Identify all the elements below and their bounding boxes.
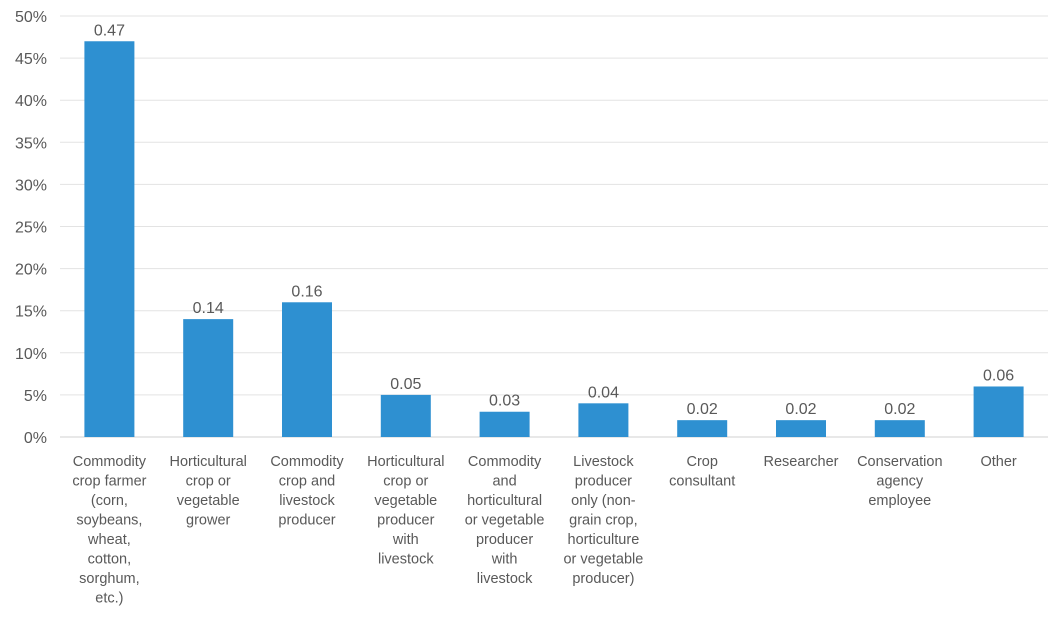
category-label-line: cotton,	[88, 552, 132, 568]
bar	[479, 411, 530, 437]
y-tick-label: 20%	[15, 262, 47, 279]
category-label: Conservation agency employee	[857, 454, 942, 509]
category-label-line: producer	[278, 513, 335, 529]
category-label-line: livestock	[477, 571, 533, 587]
category-label-line: livestock	[279, 493, 335, 509]
bar	[578, 403, 629, 437]
category-label-line: or vegetable	[563, 552, 643, 568]
category-label-line: Commodity	[270, 454, 344, 470]
category-label-line: producer	[377, 513, 434, 529]
category-label-line: agency	[876, 474, 924, 490]
category-label-line: Commodity	[73, 454, 147, 470]
category-label-line: horticulture	[568, 532, 640, 548]
category-label-line: Conservation	[857, 454, 942, 470]
category-label-line: crop or	[383, 474, 428, 490]
y-tick-label: 0%	[24, 430, 47, 447]
bars	[84, 41, 1024, 437]
category-label-line: employee	[868, 493, 931, 509]
data-label: 0.04	[588, 384, 619, 401]
data-label: 0.06	[983, 367, 1014, 384]
category-label-line: crop or	[186, 474, 231, 490]
data-label: 0.03	[489, 393, 520, 410]
bar	[874, 420, 925, 437]
category-label-line: vegetable	[177, 493, 240, 509]
category-label-line: (corn,	[91, 493, 128, 509]
x-axis-category-labels: Commodity crop farmer (corn, soybeans, wheat…	[72, 454, 1017, 607]
data-label: 0.47	[94, 22, 125, 39]
category-label-line: producer	[575, 474, 632, 490]
category-label-line: grower	[186, 513, 230, 529]
category-label: Researcher	[764, 454, 839, 470]
category-label-line: vegetable	[374, 493, 437, 509]
category-label-line: crop farmer	[72, 474, 146, 490]
bar	[380, 394, 431, 437]
category-label-line: producer)	[572, 571, 634, 587]
category-label-line: livestock	[378, 552, 434, 568]
category-label-line: soybeans,	[76, 513, 142, 529]
y-tick-label: 25%	[15, 220, 47, 237]
category-label: Other	[980, 454, 1016, 470]
data-labels: 0.47 0.14 0.16 0.05 0.03 0.04 0.02 0.02 0.02 0.06	[94, 22, 1014, 418]
data-label: 0.02	[687, 401, 718, 418]
category-label-line: only (non-	[571, 493, 636, 509]
y-tick-label: 50%	[15, 9, 47, 26]
category-label: Commodity crop farmer (corn, soybeans, wheat…	[72, 454, 146, 607]
category-label-line: Livestock	[573, 454, 634, 470]
category-label-line: wheat,	[87, 532, 131, 548]
category-label-line: grain crop,	[569, 513, 638, 529]
category-label-line: Other	[980, 454, 1016, 470]
category-label-line: Crop	[686, 454, 717, 470]
category-label-line: etc.)	[95, 591, 123, 607]
category-label-line: horticultural	[467, 493, 542, 509]
category-label-line: consultant	[669, 474, 735, 490]
y-tick-label: 5%	[24, 388, 47, 405]
bar	[973, 386, 1024, 437]
category-label-line: or vegetable	[465, 513, 545, 529]
bar	[282, 302, 332, 437]
y-tick-label: 10%	[15, 346, 47, 363]
category-label-line: crop and	[279, 474, 335, 490]
category-label: Horticultural crop or vegetable producer wit…	[367, 454, 444, 568]
data-label: 0.05	[390, 376, 421, 393]
y-tick-label: 45%	[15, 51, 47, 68]
bar	[677, 420, 728, 437]
category-label-line: with	[392, 532, 419, 548]
category-label-line: Horticultural	[367, 454, 444, 470]
category-label-line: Horticultural	[170, 454, 247, 470]
y-tick-label: 35%	[15, 135, 47, 152]
category-label: Livestock producer only (non-grain crop, ho…	[563, 454, 643, 587]
category-label: Horticultural crop or vegetable grower	[170, 454, 247, 529]
data-label: 0.14	[193, 300, 224, 317]
y-tick-label: 40%	[15, 93, 47, 110]
category-label-line: and	[492, 474, 516, 490]
y-axis-tick-labels: 0% 5% 10% 15% 20% 25% 30% 35% 40% 45% 50%	[15, 9, 47, 447]
category-label: Commodity crop and livestock producer	[270, 454, 344, 529]
bar	[84, 41, 135, 437]
bar	[776, 420, 826, 437]
data-label: 0.16	[291, 283, 322, 300]
category-label-line: sorghum,	[79, 571, 139, 587]
y-tick-label: 15%	[15, 304, 47, 321]
category-label: Crop consultant	[669, 454, 735, 490]
bar	[183, 319, 234, 437]
category-label-line: Researcher	[764, 454, 839, 470]
y-tick-label: 30%	[15, 177, 47, 194]
category-label: Commodity and horticultural or vegetable pro…	[465, 454, 545, 587]
data-label: 0.02	[785, 401, 816, 418]
data-label: 0.02	[884, 401, 915, 418]
category-label-line: with	[491, 552, 518, 568]
category-label-line: producer	[476, 532, 533, 548]
category-label-line: Commodity	[468, 454, 542, 470]
